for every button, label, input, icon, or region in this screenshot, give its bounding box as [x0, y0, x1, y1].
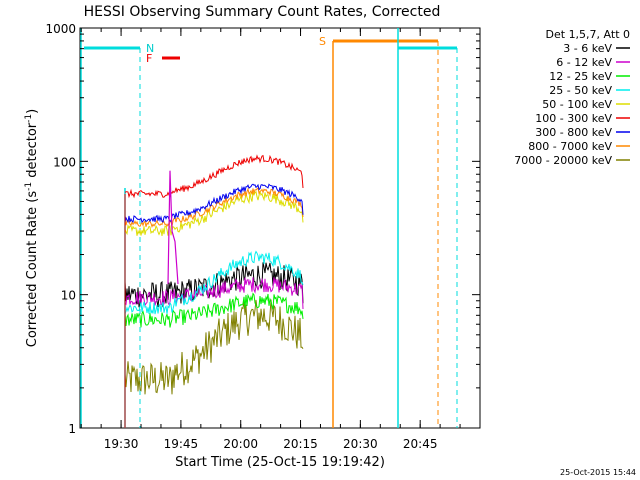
magenta-spike — [167, 170, 179, 285]
plot-frame — [79, 27, 481, 429]
y-axis-label-sup1: -1 — [24, 182, 34, 191]
series-layer — [124, 154, 304, 428]
y-axis-label-sup2: -1 — [24, 114, 34, 123]
x-tick-label: 20:30 — [343, 437, 378, 451]
marker-n-label: N — [146, 42, 154, 55]
x-tick-label: 20:00 — [223, 437, 258, 451]
x-ticks: 19:30 19:45 20:00 20:15 20:30 20:45 — [80, 28, 481, 451]
legend-label: 50 - 100 keV — [542, 98, 612, 111]
series-line — [124, 292, 304, 328]
series-line — [124, 187, 304, 228]
y-tick-label: 1 — [68, 422, 76, 436]
timestamp: 25-Oct-2015 15:44 — [560, 468, 636, 477]
x-tick-label: 20:15 — [283, 437, 318, 451]
legend-label: 800 - 7000 keV — [528, 140, 612, 153]
series-line — [124, 299, 304, 395]
marker-f-label: F — [146, 52, 152, 65]
legend-label: 3 - 6 keV — [563, 42, 612, 55]
y-axis-label-mid: detector — [25, 122, 40, 182]
y-ticks: 1 10 100 1000 — [45, 22, 480, 436]
legend-header: Det 1,5,7, Att 0 — [546, 28, 630, 41]
y-tick-label: 100 — [53, 155, 76, 169]
y-tick-label: 10 — [61, 289, 76, 303]
x-tick-label: 20:45 — [403, 437, 438, 451]
x-tick-label: 19:30 — [104, 437, 139, 451]
series-line — [124, 154, 304, 199]
series-line — [124, 277, 304, 310]
legend-label: 25 - 50 keV — [549, 84, 612, 97]
series-line — [124, 250, 304, 315]
legend-label: 12 - 25 keV — [549, 70, 612, 83]
y-tick-label: 1000 — [45, 22, 76, 36]
legend-label: 6 - 12 keV — [556, 56, 612, 69]
legend-label: 100 - 300 keV — [535, 112, 612, 125]
y-axis-label: Corrected Count Rate (s-1 detector-1) — [24, 109, 40, 347]
legend-label: 7000 - 20000 keV — [514, 154, 612, 167]
legend-label: 300 - 800 keV — [535, 126, 612, 139]
chart-title: HESSI Observing Summary Count Rates, Cor… — [84, 4, 441, 20]
y-axis-label-end: ) — [25, 109, 40, 114]
x-axis-label: Start Time (25-Oct-15 19:19:42) — [175, 455, 385, 470]
series-line — [124, 183, 304, 224]
x-tick-label: 19:45 — [164, 437, 199, 451]
y-axis-label-main: Corrected Count Rate (s — [25, 191, 40, 348]
marker-s-label: S — [319, 35, 326, 48]
